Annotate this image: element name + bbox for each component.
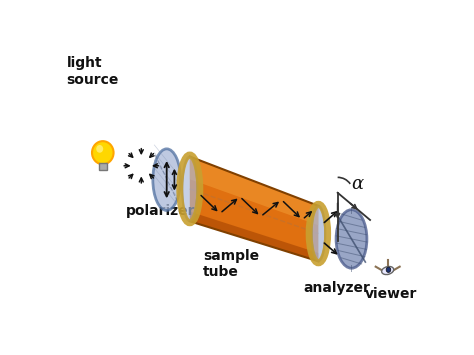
FancyBboxPatch shape bbox=[99, 164, 107, 170]
Text: light
source: light source bbox=[66, 56, 119, 87]
Ellipse shape bbox=[382, 267, 394, 274]
Polygon shape bbox=[190, 212, 319, 261]
Ellipse shape bbox=[92, 141, 114, 164]
Ellipse shape bbox=[96, 145, 103, 153]
Ellipse shape bbox=[386, 267, 391, 272]
Text: sample
tube: sample tube bbox=[203, 249, 259, 279]
Text: α: α bbox=[352, 175, 364, 193]
Ellipse shape bbox=[182, 157, 198, 221]
Text: polarizer: polarizer bbox=[126, 204, 195, 218]
Text: analyzer: analyzer bbox=[303, 281, 370, 295]
Text: viewer: viewer bbox=[365, 288, 417, 301]
Ellipse shape bbox=[336, 210, 367, 268]
Polygon shape bbox=[190, 157, 319, 225]
Ellipse shape bbox=[311, 206, 325, 261]
Polygon shape bbox=[190, 157, 319, 261]
Ellipse shape bbox=[153, 149, 181, 211]
